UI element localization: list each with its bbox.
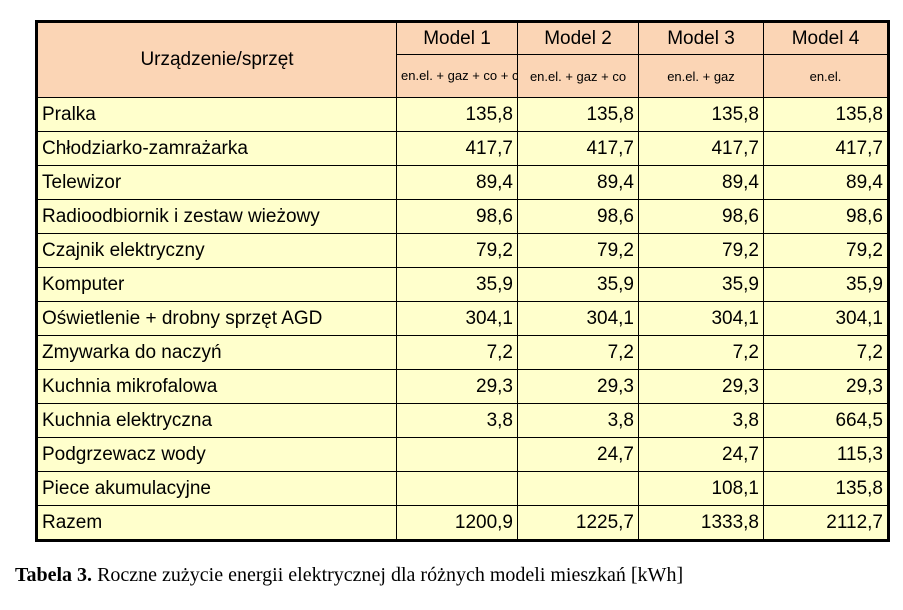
total-row: Razem 1200,9 1225,7 1333,8 2112,7 bbox=[36, 505, 889, 541]
row-label: Kuchnia elektryczna bbox=[36, 403, 397, 438]
model-2-description: en.el. + gaz + co bbox=[517, 54, 639, 98]
caption-label: Tabela 3. bbox=[15, 564, 93, 586]
row-label: Komputer bbox=[36, 267, 397, 302]
table-body: Pralka 135,8 135,8 135,8 135,8 Chłodziarko-za… bbox=[36, 97, 889, 506]
row-label: Chłodziarko-zamrażarka bbox=[36, 131, 397, 166]
row-label: Zmywarka do naczyń bbox=[36, 335, 397, 370]
energy-table: Urządzenie/sprzęt Model 1 Model 2 Model … bbox=[35, 20, 890, 542]
value-cell: 7,2 bbox=[763, 335, 889, 370]
value-cell: 98,6 bbox=[396, 199, 518, 234]
row-label: Piece akumulacyjne bbox=[36, 471, 397, 506]
row-label: Pralka bbox=[36, 97, 397, 132]
table-row: Pralka 135,8 135,8 135,8 135,8 bbox=[36, 97, 889, 132]
total-label: Razem bbox=[36, 505, 397, 541]
value-cell bbox=[517, 471, 639, 506]
table-row: Kuchnia mikrofalowa 29,3 29,3 29,3 29,3 bbox=[36, 369, 889, 404]
value-cell: 664,5 bbox=[763, 403, 889, 438]
value-cell: 135,8 bbox=[638, 97, 764, 132]
row-label: Radioodbiornik i zestaw wieżowy bbox=[36, 199, 397, 234]
value-cell: 135,8 bbox=[396, 97, 518, 132]
table-footer: Razem 1200,9 1225,7 1333,8 2112,7 bbox=[36, 505, 889, 541]
column-header-device: Urządzenie/sprzęt bbox=[36, 21, 397, 98]
value-cell: 135,8 bbox=[763, 471, 889, 506]
table-row: Kuchnia elektryczna 3,8 3,8 3,8 664,5 bbox=[36, 403, 889, 438]
value-cell: 3,8 bbox=[638, 403, 764, 438]
row-label: Telewizor bbox=[36, 165, 397, 200]
model-3-description: en.el. + gaz bbox=[638, 54, 764, 98]
value-cell: 98,6 bbox=[763, 199, 889, 234]
table-row: Oświetlenie + drobny sprzęt AGD 304,1 304,… bbox=[36, 301, 889, 336]
column-header-model-3: Model 3 bbox=[638, 21, 764, 55]
value-cell: 304,1 bbox=[638, 301, 764, 336]
value-cell: 417,7 bbox=[638, 131, 764, 166]
table-row: Komputer 35,9 35,9 35,9 35,9 bbox=[36, 267, 889, 302]
value-cell: 35,9 bbox=[763, 267, 889, 302]
table-row: Zmywarka do naczyń 7,2 7,2 7,2 7,2 bbox=[36, 335, 889, 370]
total-value: 1200,9 bbox=[396, 505, 518, 541]
value-cell: 135,8 bbox=[763, 97, 889, 132]
value-cell: 89,4 bbox=[763, 165, 889, 200]
value-cell: 35,9 bbox=[517, 267, 639, 302]
table-row: Chłodziarko-zamrażarka 417,7 417,7 417,7 417… bbox=[36, 131, 889, 166]
value-cell: 304,1 bbox=[517, 301, 639, 336]
row-label: Kuchnia mikrofalowa bbox=[36, 369, 397, 404]
value-cell: 417,7 bbox=[396, 131, 518, 166]
value-cell: 79,2 bbox=[638, 233, 764, 268]
value-cell: 7,2 bbox=[396, 335, 518, 370]
table-header: Urządzenie/sprzęt Model 1 Model 2 Model … bbox=[36, 21, 889, 98]
value-cell: 35,9 bbox=[396, 267, 518, 302]
column-header-model-2: Model 2 bbox=[517, 21, 639, 55]
model-1-description: en.el. + gaz + co + cwu bbox=[396, 54, 518, 98]
value-cell: 304,1 bbox=[396, 301, 518, 336]
value-cell: 79,2 bbox=[763, 233, 889, 268]
value-cell bbox=[396, 437, 518, 472]
value-cell: 24,7 bbox=[638, 437, 764, 472]
value-cell: 89,4 bbox=[396, 165, 518, 200]
value-cell: 29,3 bbox=[396, 369, 518, 404]
value-cell: 7,2 bbox=[638, 335, 764, 370]
value-cell: 304,1 bbox=[763, 301, 889, 336]
value-cell: 79,2 bbox=[396, 233, 518, 268]
value-cell: 135,8 bbox=[517, 97, 639, 132]
value-cell: 79,2 bbox=[517, 233, 639, 268]
value-cell: 7,2 bbox=[517, 335, 639, 370]
value-cell: 29,3 bbox=[763, 369, 889, 404]
table-row: Piece akumulacyjne 108,1 135,8 bbox=[36, 471, 889, 506]
value-cell: 29,3 bbox=[517, 369, 639, 404]
caption-text: Roczne zużycie energii elektrycznej dla … bbox=[92, 564, 684, 586]
table-row: Telewizor 89,4 89,4 89,4 89,4 bbox=[36, 165, 889, 200]
value-cell: 29,3 bbox=[638, 369, 764, 404]
column-header-model-4: Model 4 bbox=[763, 21, 889, 55]
value-cell: 35,9 bbox=[638, 267, 764, 302]
total-value: 1225,7 bbox=[517, 505, 639, 541]
value-cell: 98,6 bbox=[638, 199, 764, 234]
table-row: Czajnik elektryczny 79,2 79,2 79,2 79,2 bbox=[36, 233, 889, 268]
column-header-model-1: Model 1 bbox=[396, 21, 518, 55]
row-label: Czajnik elektryczny bbox=[36, 233, 397, 268]
table-row: Podgrzewacz wody 24,7 24,7 115,3 bbox=[36, 437, 889, 472]
value-cell: 98,6 bbox=[517, 199, 639, 234]
value-cell: 3,8 bbox=[396, 403, 518, 438]
value-cell: 108,1 bbox=[638, 471, 764, 506]
table-caption: Tabela 3. Roczne zużycie energii elektry… bbox=[15, 564, 683, 587]
model-4-description: en.el. bbox=[763, 54, 889, 98]
value-cell: 417,7 bbox=[517, 131, 639, 166]
value-cell: 24,7 bbox=[517, 437, 639, 472]
total-value: 2112,7 bbox=[763, 505, 889, 541]
value-cell: 417,7 bbox=[763, 131, 889, 166]
total-value: 1333,8 bbox=[638, 505, 764, 541]
value-cell bbox=[396, 471, 518, 506]
row-label: Podgrzewacz wody bbox=[36, 437, 397, 472]
value-cell: 3,8 bbox=[517, 403, 639, 438]
row-label: Oświetlenie + drobny sprzęt AGD bbox=[36, 301, 397, 336]
value-cell: 89,4 bbox=[638, 165, 764, 200]
value-cell: 89,4 bbox=[517, 165, 639, 200]
value-cell: 115,3 bbox=[763, 437, 889, 472]
table-row: Radioodbiornik i zestaw wieżowy 98,6 98,6 9… bbox=[36, 199, 889, 234]
